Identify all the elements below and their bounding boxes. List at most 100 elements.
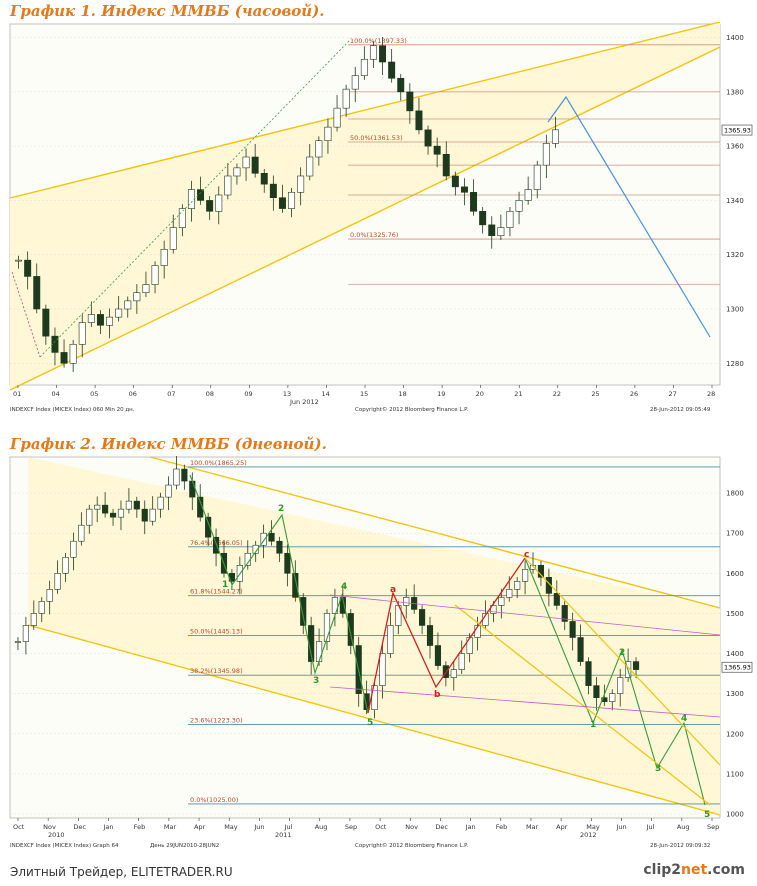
year-label: 2012	[580, 831, 597, 839]
channel-line	[149, 456, 721, 609]
candle-body	[363, 693, 370, 710]
candle-body	[406, 91, 414, 112]
candle-body	[632, 661, 640, 670]
candle-body	[278, 197, 286, 209]
wave-label: 2	[278, 504, 284, 514]
candle-body	[70, 540, 77, 558]
candle-body	[300, 597, 307, 626]
candle-body	[490, 605, 497, 614]
candle-body	[387, 625, 394, 654]
candle-body	[288, 191, 296, 209]
candle-body	[419, 609, 426, 626]
wave-label: 3	[655, 764, 661, 774]
candle-body	[260, 172, 268, 185]
candle-body	[542, 143, 550, 166]
y-tick-label: 1280	[726, 360, 744, 368]
candle-body	[87, 314, 95, 323]
logo-suffix: .com	[707, 862, 745, 878]
candle-body	[206, 200, 214, 212]
candle-body	[165, 484, 172, 498]
candle-body	[369, 45, 377, 60]
x-tick-label: 08	[206, 390, 214, 398]
fib-level-label: 61.8%(1544.27)	[190, 588, 243, 596]
candle-body	[514, 581, 521, 590]
x-tick-label: Sep	[707, 823, 719, 831]
x-tick-label: Aug	[315, 823, 328, 831]
wave-label: 5	[704, 810, 710, 820]
candle-body	[323, 613, 331, 642]
x-tick-label: Feb	[496, 823, 508, 831]
candle-body	[397, 77, 405, 93]
candle-body	[197, 496, 204, 518]
candle-body	[306, 156, 314, 177]
candle-body	[269, 183, 277, 199]
channel-line	[9, 46, 721, 391]
x-tick-label: 01	[13, 390, 21, 398]
candle-body	[117, 508, 125, 518]
candle-body	[69, 343, 77, 364]
chart1-title: График 1. Индекс ММВБ (часовой).	[10, 2, 325, 20]
wave-label: 4	[681, 714, 687, 724]
candle-body	[30, 613, 37, 626]
y-tick-label: 1400	[726, 650, 744, 658]
candle-body	[233, 167, 241, 177]
last-price-box	[721, 124, 753, 136]
logo-main: clip2	[643, 862, 682, 878]
x-tick-label: Jul	[646, 823, 655, 831]
x-tick-label: 25	[591, 390, 599, 398]
candle-body	[62, 556, 69, 574]
candle-body	[609, 693, 616, 702]
logo-accent: net	[681, 862, 708, 878]
candle-body	[115, 308, 123, 318]
candle-body	[545, 577, 552, 594]
x-tick-label: Sep	[345, 823, 357, 831]
candle-body	[178, 208, 186, 228]
x-tick-label: 18	[399, 390, 407, 398]
watermark-text: Элитный Трейдер, ELITETRADER.RU	[10, 865, 233, 879]
candle-body	[292, 573, 299, 598]
candle-body	[466, 637, 473, 654]
candle-body	[268, 532, 275, 542]
y-tick-label: 1100	[726, 770, 744, 778]
clip2net-logo[interactable]: clip2net.com	[643, 862, 745, 878]
x-tick-label: May	[586, 823, 600, 831]
x-tick-label: Nov	[43, 823, 56, 831]
candle-body	[149, 508, 156, 522]
candle-body	[553, 593, 560, 606]
candle-body	[347, 613, 354, 646]
candle-body	[533, 164, 541, 190]
candle-body	[451, 175, 459, 188]
candle-body	[160, 248, 168, 266]
candle-body	[157, 496, 164, 510]
candle-body	[251, 156, 259, 174]
last-price-box	[721, 661, 753, 673]
x-tick-label: Oct	[375, 823, 387, 831]
fib-level-label: 0.0%(1025.00)	[190, 796, 238, 804]
fib-level-label: 38.2%(1345.98)	[190, 667, 243, 675]
candle-body	[379, 45, 387, 63]
fib-level-label: 50.0%(1445.13)	[190, 627, 243, 635]
candle-body	[42, 308, 50, 337]
candle-body	[260, 532, 267, 546]
x-tick-label: Aug	[677, 823, 690, 831]
y-tick-label: 1200	[726, 730, 744, 738]
x-tick-label: 04	[52, 390, 60, 398]
y-tick-label: 1300	[726, 690, 744, 698]
hourly-chart: 1280130013201340136013801400100.0%(1397.…	[9, 22, 753, 413]
candle-body	[78, 322, 86, 345]
x-tick-label: 19	[437, 390, 445, 398]
candle-body	[569, 621, 576, 638]
x-tick-label: Oct	[13, 823, 25, 831]
red-abc-line	[367, 557, 526, 714]
y-tick-label: 1700	[726, 530, 744, 538]
y-tick-label: 1320	[726, 251, 744, 259]
candle-body	[242, 156, 250, 169]
wave-label: 1	[222, 580, 228, 590]
candle-body	[442, 153, 450, 177]
candle-body	[333, 107, 341, 128]
candle-body	[601, 697, 608, 702]
wave-label: 1	[590, 720, 596, 730]
x-tick-label: 22	[553, 390, 561, 398]
candle-body	[515, 200, 523, 212]
wave-label: b	[434, 690, 441, 700]
